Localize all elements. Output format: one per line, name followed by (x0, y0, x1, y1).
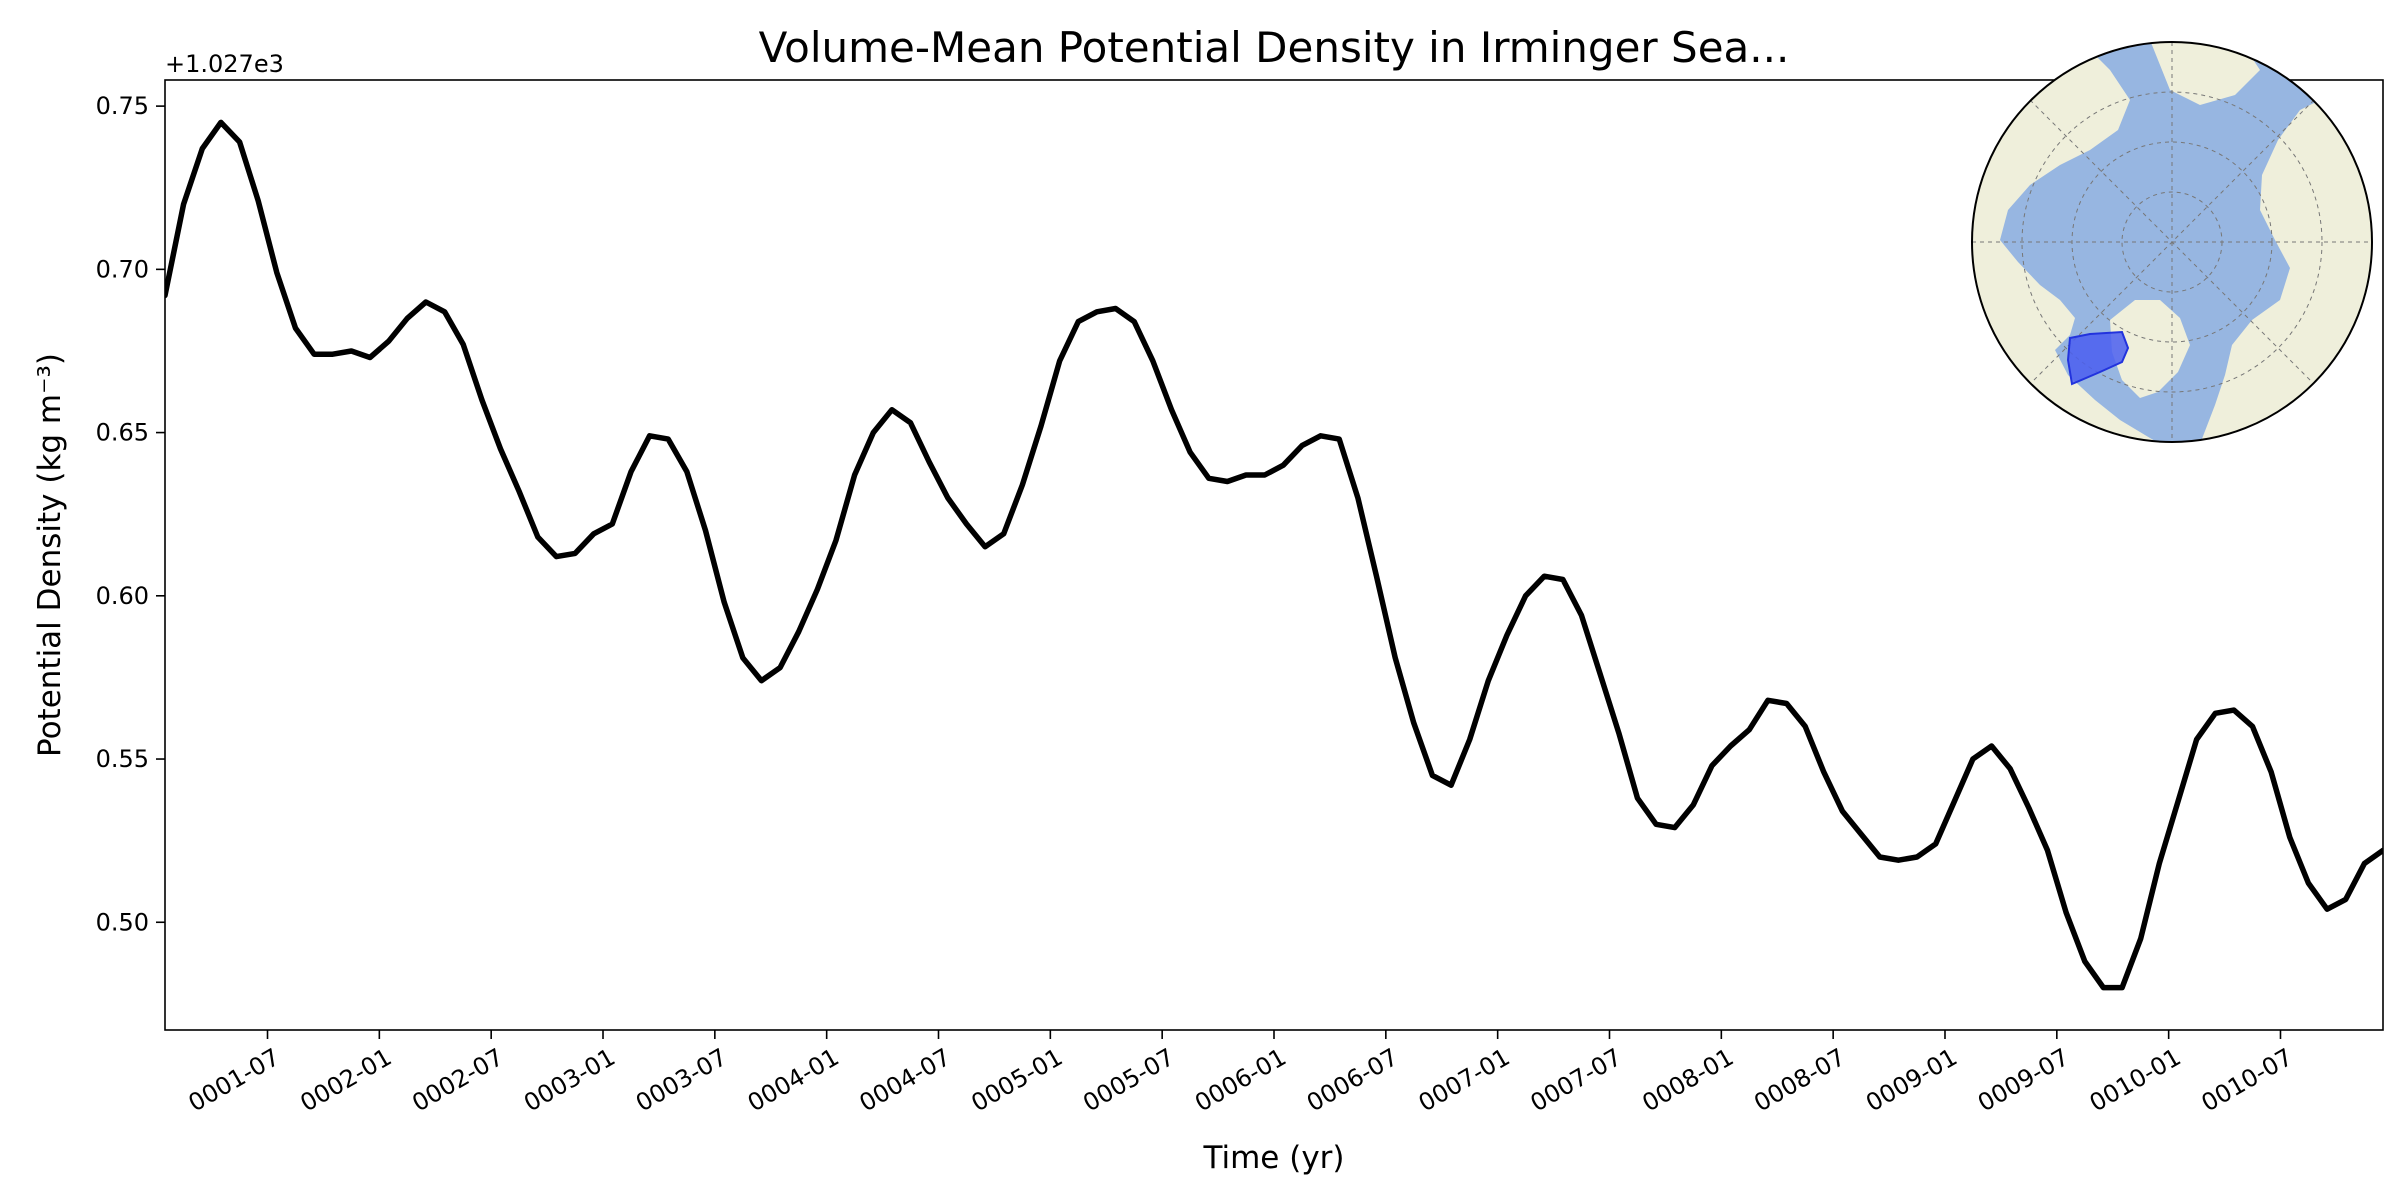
x-tick-label: 0005-01 (966, 1043, 1067, 1117)
x-tick-label: 0002-07 (407, 1043, 508, 1117)
map-border (1971, 41, 2373, 443)
series-layer (165, 119, 2383, 991)
y-tick-label: 0.60 (96, 582, 149, 610)
x-tick-label: 0006-07 (1302, 1043, 1403, 1117)
y-tick-label: 0.65 (96, 419, 149, 447)
x-tick-label: 0009-07 (1973, 1043, 2074, 1117)
x-tick-label: 0007-01 (1414, 1043, 1515, 1117)
map-grid-meridian (2029, 99, 2315, 385)
x-tick-label: 0008-07 (1749, 1043, 1850, 1117)
y-offset-label: +1.027e3 (165, 50, 284, 78)
map-land-eurasia (2200, 60, 2372, 442)
x-tick-label: 0005-07 (1078, 1043, 1179, 1117)
map-land-north-america (1972, 42, 2160, 442)
y-axis-label: Potential Density (kg m⁻³) (32, 353, 68, 757)
chart-title: Volume-Mean Potential Density in Irminge… (759, 23, 1790, 72)
x-tick-label: 0001-07 (184, 1043, 285, 1117)
x-tick-label: 0002-01 (295, 1043, 396, 1117)
y-axis: 0.50 0.55 0.60 0.65 0.70 0.75 (96, 92, 165, 936)
x-tick-label: 0003-01 (519, 1043, 620, 1117)
x-tick-label: 0009-01 (1861, 1043, 1962, 1117)
map-land-greenland (2110, 300, 2190, 398)
irminger-sea-region (2066, 330, 2130, 386)
x-tick-label: 0008-01 (1637, 1043, 1738, 1117)
x-tick-label: 0003-07 (631, 1043, 732, 1117)
y-tick-label: 0.50 (96, 908, 149, 936)
x-tick-label: 0004-07 (855, 1043, 956, 1117)
x-tick-label: 0006-01 (1190, 1043, 1291, 1117)
x-tick-label: 0010-07 (2197, 1043, 2298, 1117)
y-tick-label: 0.75 (96, 92, 149, 120)
north-polar-map-icon (1971, 41, 2373, 443)
y-tick-label: 0.70 (96, 255, 149, 283)
y-tick-label: 0.55 (96, 745, 149, 773)
x-tick-label: 0007-07 (1526, 1043, 1627, 1117)
series-line (165, 119, 2383, 991)
x-axis: 0001-07 0002-01 0002-07 0003-01 0003-07 0004-… (184, 1030, 2298, 1117)
x-axis-label: Time (yr) (1203, 1140, 1345, 1176)
x-tick-label: 0004-01 (743, 1043, 844, 1117)
plot-frame (164, 79, 2384, 1031)
x-tick-label: 0010-01 (2085, 1043, 2186, 1117)
map-land-alaska (2150, 42, 2260, 105)
